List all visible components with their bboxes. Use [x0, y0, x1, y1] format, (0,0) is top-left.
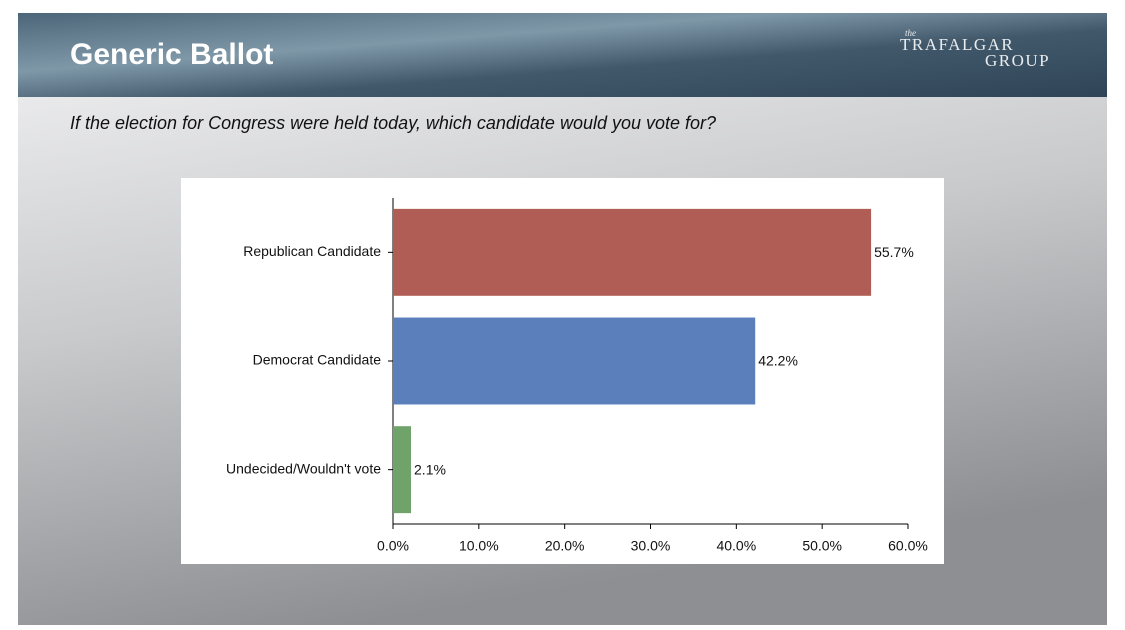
x-tick-label: 30.0% — [631, 538, 671, 554]
category-label: Republican Candidate — [243, 243, 381, 259]
x-tick-label: 60.0% — [888, 538, 928, 554]
slide-title: Generic Ballot — [70, 38, 273, 71]
header-band — [18, 13, 1107, 97]
logo-top: TRAFALGAR — [900, 35, 1014, 54]
value-label: 42.2% — [758, 353, 798, 369]
x-tick-label: 0.0% — [377, 538, 409, 554]
category-label: Undecided/Wouldn't vote — [226, 460, 381, 476]
logo-small: the — [905, 28, 916, 38]
bar — [393, 317, 756, 405]
question: If the election for Congress were held t… — [70, 113, 716, 133]
bar — [393, 208, 872, 296]
x-tick-label: 50.0% — [802, 538, 842, 554]
x-tick-label: 10.0% — [459, 538, 499, 554]
x-tick-label: 20.0% — [545, 538, 585, 554]
category-label: Democrat Candidate — [253, 352, 382, 368]
logo-bottom: GROUP — [985, 51, 1050, 70]
logo: the TRAFALGAR GROUP — [900, 28, 1050, 70]
x-tick-label: 40.0% — [716, 538, 756, 554]
value-label: 2.1% — [414, 461, 446, 477]
plot: 0.0% 10.0% 20.0% 30.0% 40.0% 50.0% 60.0% Republ… — [226, 198, 928, 554]
bar — [393, 426, 412, 514]
value-label: 55.7% — [874, 244, 914, 260]
